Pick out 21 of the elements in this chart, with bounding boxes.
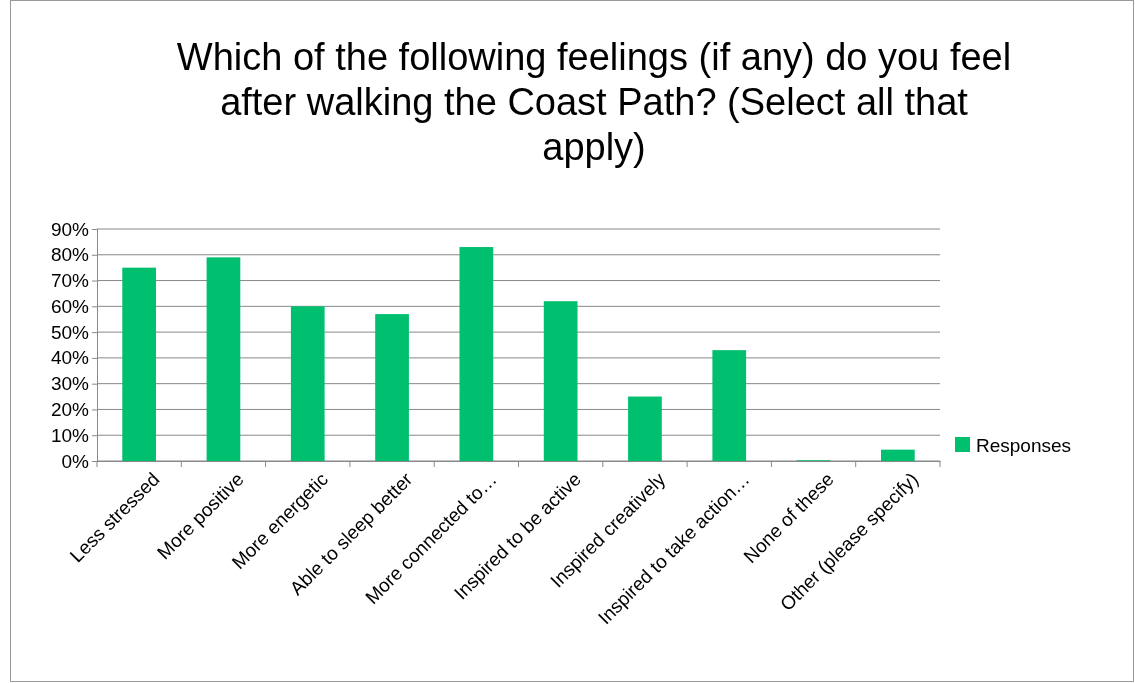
bar: [290, 306, 325, 461]
y-tick-label: 0%: [61, 450, 90, 472]
y-tick-label: 90%: [50, 218, 90, 240]
chart-title: Which of the following feelings (if any) do you feel after walking the Coast Path? (Select all that apply): [176, 36, 1012, 168]
legend-label: Responses: [976, 435, 1072, 456]
y-tick-label: 40%: [50, 347, 90, 369]
y-tick-label: 30%: [50, 373, 90, 395]
bar: [459, 247, 494, 461]
bar: [880, 449, 915, 461]
y-tick-label: 60%: [50, 295, 90, 317]
bar: [712, 350, 747, 461]
y-tick-label: 70%: [50, 270, 90, 292]
y-tick-label: 50%: [50, 321, 90, 343]
bar: [543, 301, 578, 461]
y-tick-label: 80%: [50, 244, 90, 266]
bar: [206, 257, 241, 461]
bar: [122, 267, 157, 461]
y-tick-label: 10%: [50, 424, 90, 446]
bar: [375, 314, 409, 461]
y-tick-label: 20%: [50, 399, 90, 421]
bar: [628, 396, 662, 461]
